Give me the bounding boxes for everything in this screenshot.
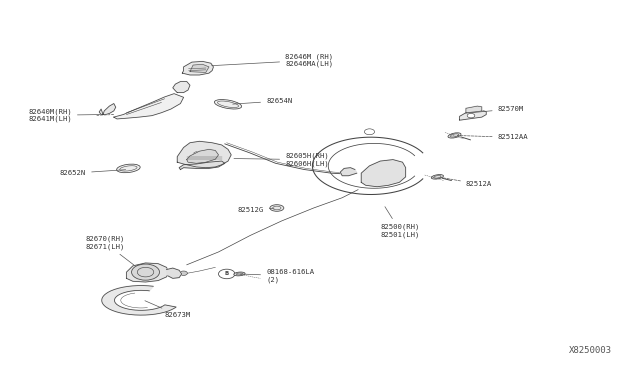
Circle shape — [381, 164, 396, 173]
Polygon shape — [340, 168, 356, 176]
Polygon shape — [361, 160, 406, 187]
Polygon shape — [182, 61, 213, 75]
Polygon shape — [466, 106, 482, 113]
Text: 82652N: 82652N — [60, 170, 125, 176]
Ellipse shape — [214, 100, 242, 109]
Text: 82512AA: 82512AA — [457, 134, 528, 140]
Text: 82570M: 82570M — [465, 106, 524, 113]
Text: X8250003: X8250003 — [569, 346, 612, 355]
Circle shape — [208, 153, 216, 158]
Text: 82673M: 82673M — [145, 301, 191, 318]
Text: 82512G: 82512G — [237, 207, 274, 213]
Text: 82646M (RH)
82646MA(LH): 82646M (RH) 82646MA(LH) — [212, 53, 333, 67]
Circle shape — [193, 151, 204, 157]
Polygon shape — [99, 103, 116, 115]
Polygon shape — [187, 149, 218, 163]
Text: 82500(RH)
82501(LH): 82500(RH) 82501(LH) — [380, 207, 420, 238]
Circle shape — [363, 173, 376, 180]
Polygon shape — [127, 263, 169, 282]
Circle shape — [132, 264, 159, 280]
Polygon shape — [166, 268, 182, 278]
Text: 82640M(RH)
82641M(LH): 82640M(RH) 82641M(LH) — [28, 108, 100, 122]
Ellipse shape — [234, 272, 245, 276]
Polygon shape — [179, 161, 225, 170]
Text: 82605H(RH)
82606H(LH): 82605H(RH) 82606H(LH) — [234, 153, 329, 167]
Ellipse shape — [431, 174, 444, 179]
Ellipse shape — [448, 133, 461, 138]
Text: 82654N: 82654N — [233, 98, 292, 104]
Polygon shape — [114, 94, 184, 119]
Ellipse shape — [270, 205, 284, 211]
Polygon shape — [190, 64, 209, 73]
Circle shape — [467, 113, 475, 118]
Text: 82670(RH)
82671(LH): 82670(RH) 82671(LH) — [85, 236, 134, 265]
Polygon shape — [177, 141, 231, 168]
Text: 08168-616LA
(2): 08168-616LA (2) — [240, 269, 314, 282]
Circle shape — [180, 271, 188, 275]
Circle shape — [367, 167, 390, 180]
Text: B: B — [225, 272, 229, 276]
Polygon shape — [173, 81, 190, 93]
Text: 82512A: 82512A — [440, 177, 492, 187]
Ellipse shape — [116, 164, 140, 173]
Polygon shape — [460, 111, 486, 120]
Circle shape — [218, 269, 235, 279]
Polygon shape — [102, 286, 176, 315]
